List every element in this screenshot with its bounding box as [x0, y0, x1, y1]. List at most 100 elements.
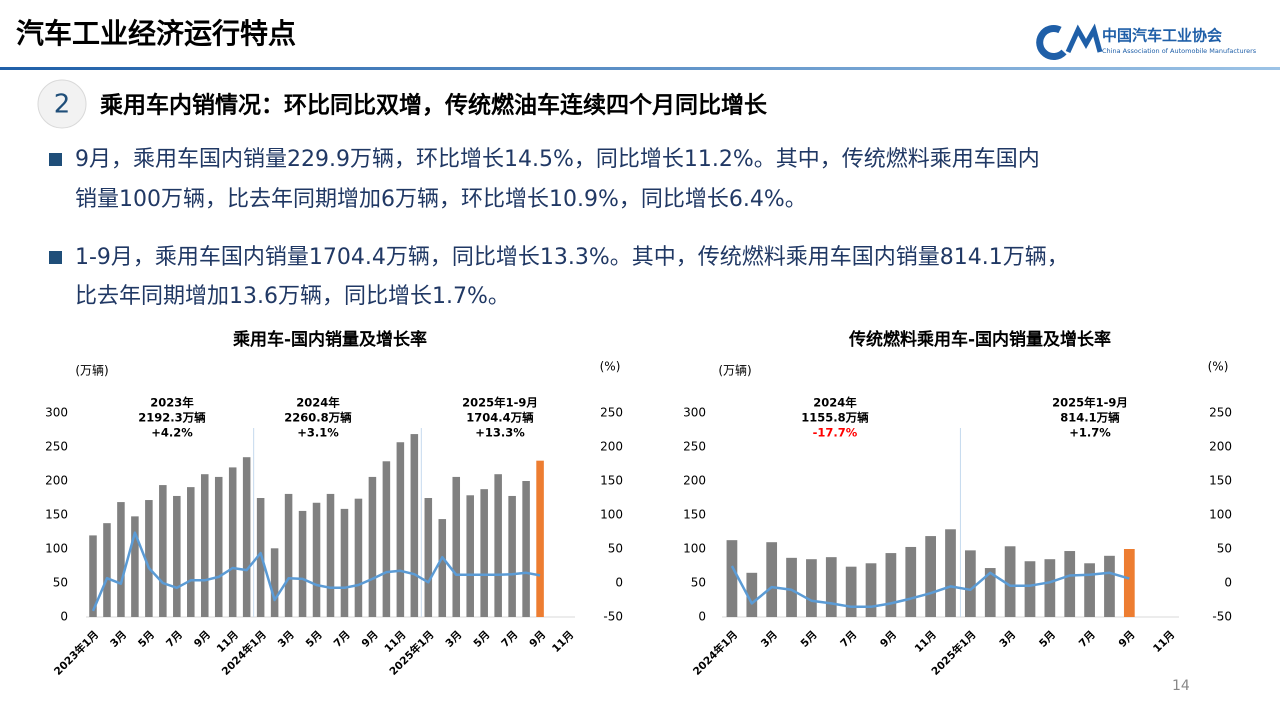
x-tick-label: 5月 [471, 629, 492, 650]
annotation: +13.3% [475, 426, 525, 440]
bar [242, 457, 251, 617]
bullet-text: 比去年同期增加13.6万辆，同比增长1.7%。 [75, 284, 510, 309]
x-tick-label: 5月 [136, 629, 157, 650]
y2-tick-label: -50 [1212, 610, 1232, 624]
bar [766, 542, 778, 617]
y-tick-label: 150 [683, 508, 706, 522]
bar [103, 523, 111, 617]
header-title: 汽车工业经济运行特点 [16, 17, 296, 50]
bar [438, 519, 447, 617]
bar [865, 563, 877, 617]
y2-tick-label: 100 [1209, 508, 1232, 522]
section-number: 2 [54, 90, 71, 120]
page-number: 14 [1172, 678, 1190, 694]
bar [312, 502, 321, 617]
chart-title: 乘用车-国内销量及增长率 [232, 329, 427, 350]
bar [984, 568, 996, 617]
bar [89, 535, 97, 617]
x-tick-label: 3月 [759, 629, 780, 650]
x-tick-label: 3月 [997, 629, 1018, 650]
y2-axis-unit: (%) [600, 360, 621, 374]
x-tick-label: 9月 [878, 629, 899, 650]
y-tick-label: 300 [683, 406, 706, 420]
x-tick-label: 2024年1月 [690, 628, 740, 678]
line [730, 565, 1130, 609]
bullet-text: 1-9月，乘用车国内销量1704.4万辆，同比增长13.3%。其中，传统燃料乘用… [75, 245, 1069, 270]
bar [1024, 561, 1036, 617]
bar [522, 481, 530, 617]
y-tick-label: 200 [45, 474, 68, 488]
x-tick-label: 7月 [499, 629, 520, 650]
x-tick-label: 2023年1月 [51, 628, 101, 678]
y2-tick-label: 200 [1209, 440, 1232, 454]
bullet-text: 销量100万辆，比去年同期增加6万辆，环比增长10.9%，同比增长6.4%。 [75, 187, 807, 212]
annotation: 2025年1-9月 [1052, 396, 1128, 410]
logo-mark [1065, 23, 1103, 54]
x-tick-label: 9月 [360, 629, 381, 650]
bar [480, 489, 488, 617]
bar [452, 476, 461, 617]
bar [746, 572, 758, 617]
bar [1064, 551, 1076, 617]
x-tick-label: 9月 [192, 629, 213, 650]
bullet-text: 9月，乘用车国内销量229.9万辆，环比增长14.5%，同比增长11.2%。其中… [75, 147, 1040, 172]
bar [354, 498, 363, 617]
bar [200, 474, 209, 617]
bar [214, 476, 223, 617]
bar [726, 540, 738, 617]
bar [1004, 546, 1016, 617]
x-tick-label: 5月 [304, 629, 325, 650]
y-axis-unit: (万辆) [75, 364, 108, 378]
y-tick-label: 100 [45, 542, 68, 556]
x-tick-label: 3月 [443, 629, 464, 650]
bar [536, 460, 544, 617]
x-tick-label: 9月 [527, 629, 548, 650]
bar [117, 502, 125, 617]
chart-title: 传统燃料乘用车-国内销量及增长率 [848, 329, 1111, 350]
bar [368, 476, 377, 617]
annotation: 2192.3万辆 [138, 411, 206, 425]
bar [466, 495, 474, 617]
bar [173, 495, 181, 617]
bar [270, 548, 279, 617]
x-tick-label: 5月 [1037, 629, 1058, 650]
y2-tick-label: 250 [600, 406, 623, 420]
x-tick-label: 7月 [838, 629, 859, 650]
annotation: 814.1万辆 [1060, 411, 1120, 425]
y-tick-label: 50 [691, 576, 706, 590]
y2-tick-label: 200 [600, 440, 623, 454]
x-tick-label: 5月 [799, 629, 820, 650]
x-tick-label: 11月 [1151, 629, 1177, 655]
bar [1044, 559, 1056, 617]
bar [925, 536, 936, 617]
bar [382, 461, 391, 617]
bar [1104, 555, 1115, 617]
y2-tick-label: 150 [600, 474, 623, 488]
bar [410, 434, 419, 617]
bullet-marker [49, 153, 62, 166]
y-tick-label: 250 [45, 440, 68, 454]
x-tick-label: 11月 [913, 629, 939, 655]
x-tick-label: 9月 [1116, 629, 1137, 650]
x-tick-label: 7月 [1077, 629, 1098, 650]
logo-mark [1036, 25, 1067, 60]
annotation: 2024年 [296, 396, 340, 410]
annotation: +4.2% [151, 426, 193, 440]
bar [825, 557, 837, 617]
logo-text: 中国汽车工业协会 [1102, 27, 1222, 45]
bar [298, 510, 307, 617]
section-badge [37, 79, 87, 129]
y2-tick-label: 50 [608, 542, 623, 556]
y-axis-unit: (万辆) [718, 364, 751, 378]
bar [508, 495, 516, 617]
logo-subtext: China Association of Automobile Manufact… [1102, 47, 1257, 55]
header-rule [0, 67, 1280, 70]
x-tick-label: 11月 [550, 629, 576, 655]
annotation: 1704.4万辆 [466, 411, 534, 425]
annotation: +3.1% [297, 426, 339, 440]
y2-tick-label: 0 [615, 576, 623, 590]
bar [1084, 563, 1095, 617]
annotation: -17.7% [813, 426, 858, 440]
bar [396, 442, 405, 617]
bar [945, 529, 956, 617]
